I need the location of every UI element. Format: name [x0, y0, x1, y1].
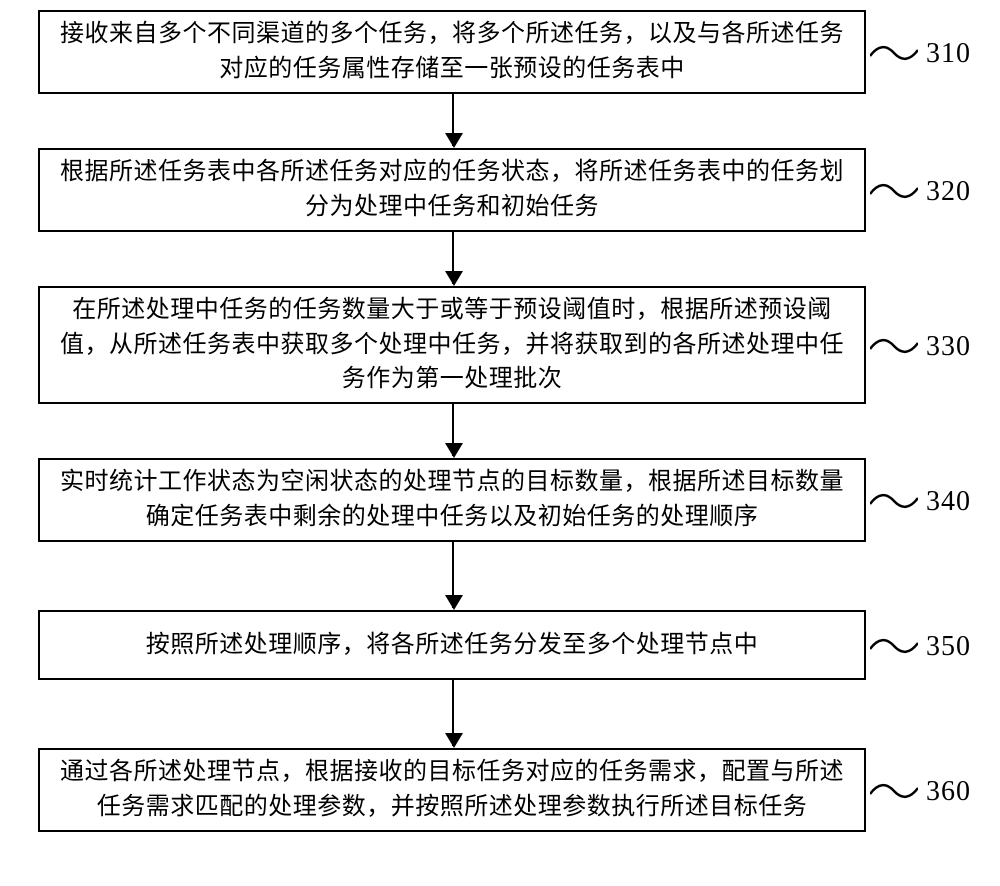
flowchart-step-340: 实时统计工作状态为空闲状态的处理节点的目标数量，根据所述目标数量确定任务表中剩余… — [38, 458, 866, 542]
connector-tilde — [870, 490, 918, 512]
step-label-350: 350 — [926, 631, 971, 663]
flowchart-step-320: 根据所述任务表中各所述任务对应的任务状态，将所述任务表中的任务划分为处理中任务和… — [38, 148, 866, 232]
flowchart-arrow — [452, 94, 454, 146]
connector-tilde — [870, 780, 918, 802]
step-text: 接收来自多个不同渠道的多个任务，将多个所述任务，以及与各所述任务对应的任务属性存… — [58, 17, 846, 87]
step-label-360: 360 — [926, 776, 971, 808]
step-label-340: 340 — [926, 486, 971, 518]
step-text: 在所述处理中任务的任务数量大于或等于预设阈值时，根据所述预设阈值，从所述任务表中… — [58, 293, 846, 397]
flowchart-arrow — [452, 404, 454, 456]
flowchart-step-330: 在所述处理中任务的任务数量大于或等于预设阈值时，根据所述预设阈值，从所述任务表中… — [38, 286, 866, 404]
flowchart-arrow — [452, 542, 454, 608]
step-text: 实时统计工作状态为空闲状态的处理节点的目标数量，根据所述目标数量确定任务表中剩余… — [58, 465, 846, 535]
step-label-320: 320 — [926, 176, 971, 208]
flowchart-step-310: 接收来自多个不同渠道的多个任务，将多个所述任务，以及与各所述任务对应的任务属性存… — [38, 10, 866, 94]
flowchart-canvas: 接收来自多个不同渠道的多个任务，将多个所述任务，以及与各所述任务对应的任务属性存… — [0, 0, 1000, 886]
flowchart-arrow — [452, 232, 454, 284]
step-text: 根据所述任务表中各所述任务对应的任务状态，将所述任务表中的任务划分为处理中任务和… — [58, 155, 846, 225]
connector-tilde — [870, 180, 918, 202]
flowchart-arrow — [452, 680, 454, 746]
flowchart-step-350: 按照所述处理顺序，将各所述任务分发至多个处理节点中 — [38, 610, 866, 680]
step-label-330: 330 — [926, 331, 971, 363]
step-text: 按照所述处理顺序，将各所述任务分发至多个处理节点中 — [146, 628, 759, 663]
connector-tilde — [870, 42, 918, 64]
connector-tilde — [870, 335, 918, 357]
flowchart-step-360: 通过各所述处理节点，根据接收的目标任务对应的任务需求，配置与所述任务需求匹配的处… — [38, 748, 866, 832]
step-text: 通过各所述处理节点，根据接收的目标任务对应的任务需求，配置与所述任务需求匹配的处… — [58, 755, 846, 825]
connector-tilde — [870, 635, 918, 657]
step-label-310: 310 — [926, 38, 971, 70]
